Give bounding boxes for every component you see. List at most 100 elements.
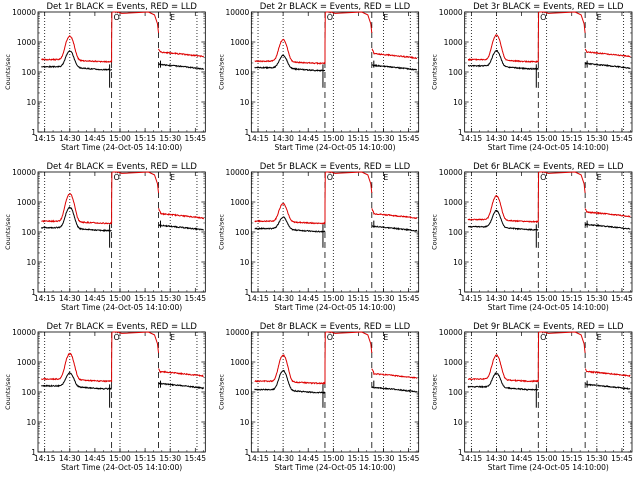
panel-title: Det 9r BLACK = Events, RED = LLD: [473, 322, 624, 332]
events-curve-post: [158, 224, 204, 231]
y-tick-label: 1: [245, 288, 250, 297]
y-tick-label: 10: [453, 418, 463, 427]
x-axis-label: Start Time (24-Oct-05 14:10:00): [61, 463, 182, 472]
x-tick-label: 15:30: [586, 134, 608, 143]
y-tick-label: 10000: [12, 8, 36, 17]
y-tick-label: 10000: [225, 8, 249, 17]
top-marker-symbol: E: [597, 13, 602, 22]
events-curve-post: [585, 383, 631, 390]
x-axis-label: Start Time (24-Oct-05 14:10:00): [274, 303, 395, 312]
panel-title: Det 6r BLACK = Events, RED = LLD: [473, 162, 624, 172]
lld-curve-pre: [467, 171, 540, 224]
y-tick-label: 1: [458, 448, 463, 457]
x-tick-label: 15:30: [373, 454, 395, 463]
y-tick-label: 1000: [17, 198, 36, 207]
x-tick-label: 15:30: [159, 294, 181, 303]
lld-curve-gap: [326, 331, 373, 354]
x-tick-label: 15:00: [109, 454, 131, 463]
panel-title: Det 4r BLACK = Events, RED = LLD: [46, 162, 197, 172]
events-curve-post: [371, 225, 418, 232]
lld-curve-pre: [41, 11, 113, 64]
x-tick-label: 15:00: [109, 134, 131, 143]
y-tick-label: 1: [458, 128, 463, 137]
y-tick-label: 100: [235, 228, 250, 237]
top-marker-symbol: E: [383, 173, 388, 182]
x-tick-label: 15:00: [536, 294, 558, 303]
x-tick-label: 14:15: [247, 454, 269, 463]
top-marker-symbol: Ö: [327, 332, 333, 342]
top-marker-symbol: Ö: [540, 332, 546, 342]
y-tick-label: 10000: [225, 328, 249, 337]
x-tick-label: 14:45: [297, 294, 319, 303]
x-tick-label: 15:30: [373, 294, 395, 303]
panel-8: Det 8r BLACK = Events, RED = LLD 1 10 100 10…: [217, 322, 419, 472]
x-axis-label: Start Time (24-Oct-05 14:10:00): [488, 463, 609, 472]
events-curve-pre: [40, 371, 113, 391]
events-curve-pre: [41, 50, 113, 71]
y-tick-label: 10: [26, 418, 36, 427]
top-marker-symbol: Ö: [113, 332, 119, 342]
x-tick-label: 15:00: [109, 294, 131, 303]
top-marker-symbol: Ö: [327, 172, 333, 182]
y-tick-label: 10000: [439, 168, 463, 177]
panel-title: Det 3r BLACK = Events, RED = LLD: [473, 2, 624, 12]
top-marker-symbol: E: [383, 333, 388, 342]
x-tick-label: 14:30: [59, 454, 81, 463]
x-tick-label: 15:15: [561, 134, 583, 143]
y-tick-label: 1: [31, 288, 36, 297]
lld-curve-gap: [112, 171, 159, 194]
plot-frame: [37, 171, 206, 293]
x-tick-label: 15:30: [586, 294, 608, 303]
panel-3: Det 3r BLACK = Events, RED = LLD 1 10 100 10…: [431, 2, 633, 152]
lld-curve-post: [158, 207, 205, 220]
y-tick-label: 1000: [230, 38, 249, 47]
plot-frame: [464, 171, 633, 293]
y-tick-label: 100: [22, 388, 37, 397]
x-axis-label: Start Time (24-Oct-05 14:10:00): [488, 303, 609, 312]
y-tick-label: 100: [22, 68, 37, 77]
y-tick-label: 1: [245, 128, 250, 137]
y-tick-label: 10000: [439, 328, 463, 337]
x-tick-label: 15:15: [348, 134, 370, 143]
y-tick-label: 1000: [444, 358, 463, 367]
y-tick-label: 1: [31, 128, 36, 137]
y-tick-label: 100: [448, 388, 463, 397]
x-tick-label: 14:30: [486, 294, 508, 303]
x-tick-label: 14:15: [247, 294, 269, 303]
x-tick-label: 14:30: [272, 454, 294, 463]
y-tick-label: 100: [448, 228, 463, 237]
plot-frame: [250, 171, 420, 293]
lld-curve-gap: [112, 11, 159, 34]
lld-curve-post: [158, 368, 204, 377]
lld-curve-post: [584, 208, 631, 218]
x-axis-label: Start Time (24-Oct-05 14:10:00): [61, 303, 182, 312]
y-axis-label: Counts/sec: [217, 214, 225, 250]
y-axis-label: Counts/sec: [4, 54, 12, 90]
x-tick-label: 15:30: [159, 454, 181, 463]
panel-9: Det 9r BLACK = Events, RED = LLD 1 10 100 10…: [431, 322, 633, 472]
panel-5: Det 5r BLACK = Events, RED = LLD 1 10 100 10…: [217, 162, 419, 312]
y-tick-label: 1000: [230, 198, 249, 207]
x-tick-label: 14:30: [59, 134, 81, 143]
x-tick-label: 14:45: [297, 454, 319, 463]
y-tick-label: 10: [240, 98, 250, 107]
x-tick-label: 15:00: [536, 134, 558, 143]
lld-curve-gap: [539, 331, 586, 354]
x-tick-label: 15:15: [134, 294, 156, 303]
y-axis-label: Counts/sec: [431, 54, 439, 90]
lld-curve-gap: [326, 171, 373, 194]
y-axis-label: Counts/sec: [431, 374, 439, 410]
top-marker-symbol: E: [383, 13, 388, 22]
y-axis-label: Counts/sec: [431, 214, 439, 250]
x-tick-label: 15:45: [611, 134, 633, 143]
lld-curve-pre: [254, 331, 326, 385]
lld-curve-pre: [254, 11, 326, 66]
x-tick-label: 15:30: [159, 134, 181, 143]
top-marker-symbol: E: [170, 13, 175, 22]
x-axis-label: Start Time (24-Oct-05 14:10:00): [488, 143, 609, 152]
y-tick-label: 10000: [439, 8, 463, 17]
events-curve-pre: [40, 206, 112, 233]
events-curve-pre: [468, 209, 539, 231]
panel-title: Det 1r BLACK = Events, RED = LLD: [46, 2, 197, 12]
